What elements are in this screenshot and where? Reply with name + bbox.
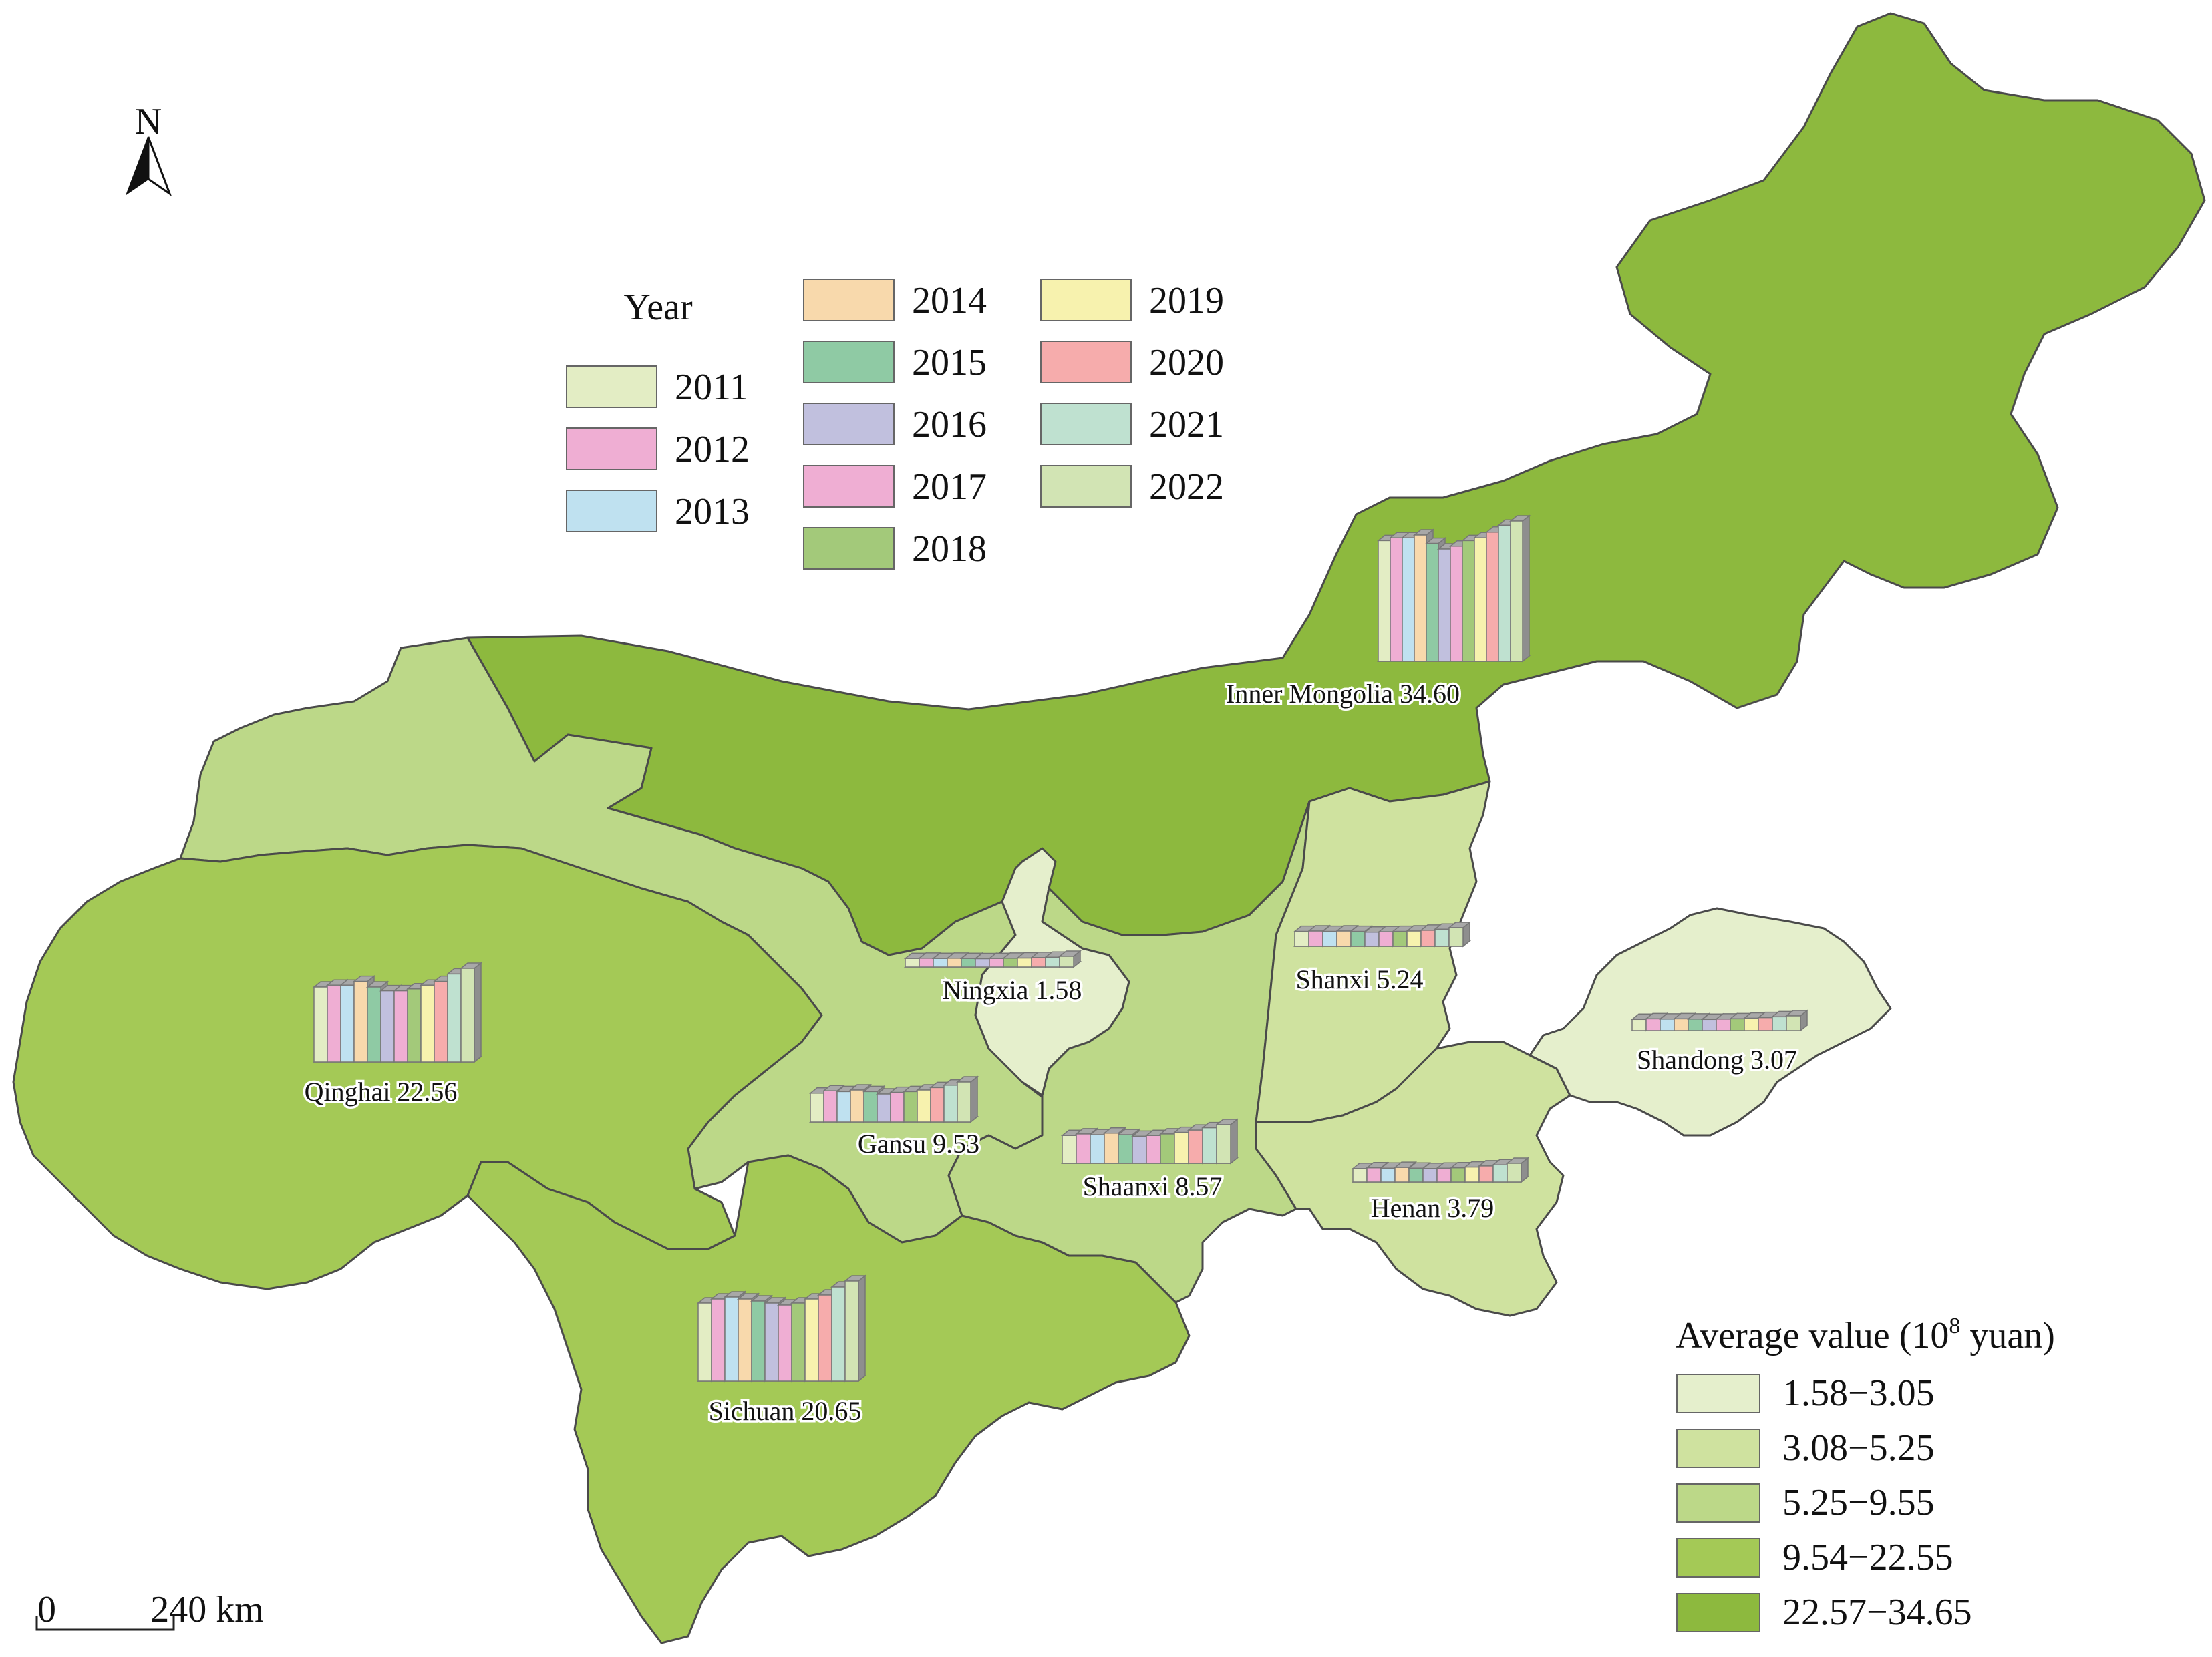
- year-label-2019: 2019: [1149, 280, 1224, 321]
- value-range-label-2: 5.25−9.55: [1782, 1482, 1935, 1523]
- bar-inner-mongolia-2022: [1509, 514, 1531, 663]
- bar-chart-shanxi: [1293, 921, 1472, 948]
- year-swatch-2012: [566, 427, 657, 470]
- value-legend-title-main: Average value (10: [1676, 1315, 1949, 1356]
- bar-chart-qinghai: [312, 962, 483, 1063]
- year-label-2022: 2022: [1149, 466, 1224, 508]
- year-swatch-2014: [803, 279, 895, 321]
- label-shanxi: Shanxi 5.24: [1295, 964, 1423, 994]
- year-swatch-2019: [1040, 279, 1132, 321]
- year-label-2021: 2021: [1149, 404, 1224, 445]
- region-label-layer: Inner Mongolia 34.60 Qinghai 22.56 Sichu…: [302, 677, 1799, 1429]
- year-label-2014: 2014: [912, 280, 987, 321]
- value-swatch-2: [1676, 1483, 1760, 1523]
- year-label-2020: 2020: [1149, 342, 1224, 383]
- province-sichuan: [466, 1154, 1191, 1644]
- value-range-label-1: 3.08−5.25: [1782, 1427, 1935, 1469]
- bar-sichuan-2022: [843, 1274, 867, 1383]
- label-gansu: Gansu 9.53: [858, 1129, 979, 1159]
- year-swatch-2017: [803, 465, 895, 508]
- scale-start: 0: [37, 1589, 56, 1630]
- bar-gansu-2022: [955, 1075, 979, 1123]
- bar-chart-shaanxi: [1060, 1118, 1239, 1165]
- year-legend: Year 2011 2012 2013 2014 2015 2016 2017 2018 201…: [566, 279, 1224, 570]
- value-range-label-3: 9.54−22.55: [1782, 1537, 1953, 1578]
- year-swatch-2022: [1040, 465, 1132, 508]
- label-qinghai: Qinghai 22.56: [305, 1077, 458, 1107]
- value-range-label-0: 1.58−3.05: [1782, 1372, 1935, 1414]
- label-shandong: Shandong 3.07: [1637, 1045, 1797, 1075]
- value-range-label-4: 22.57−34.65: [1782, 1592, 1972, 1633]
- year-label-2016: 2016: [912, 404, 987, 445]
- year-swatch-2011: [566, 365, 657, 408]
- bar-shaanxi-2022: [1215, 1118, 1239, 1165]
- year-label-2011: 2011: [675, 367, 748, 408]
- bar-qinghai-2022: [459, 962, 483, 1063]
- year-legend-title: Year: [623, 287, 693, 328]
- year-swatch-2021: [1040, 403, 1132, 445]
- year-label-2015: 2015: [912, 342, 987, 383]
- value-legend-title-sup: 8: [1949, 1314, 1960, 1338]
- label-inner-mongolia: Inner Mongolia 34.60: [1226, 679, 1460, 709]
- label-ningxia: Ningxia 1.58: [943, 975, 1082, 1005]
- value-swatch-0: [1676, 1374, 1760, 1413]
- province-shanxi: [1255, 780, 1491, 1123]
- bar-chart-ningxia: [903, 950, 1082, 968]
- label-sichuan: Sichuan 20.65: [709, 1396, 862, 1426]
- year-swatch-2018: [803, 527, 895, 570]
- scale-end: 240 km: [150, 1589, 264, 1630]
- bar-chart-henan: [1351, 1157, 1530, 1183]
- year-label-2013: 2013: [675, 491, 750, 532]
- bar-shanxi-2022: [1447, 921, 1472, 948]
- bar-ningxia-2022: [1058, 950, 1082, 968]
- north-arrow-icon: N: [125, 101, 172, 196]
- value-legend-title: Average value (108 yuan): [1676, 1314, 2055, 1356]
- bar-henan-2022: [1505, 1157, 1530, 1183]
- year-label-2012: 2012: [675, 429, 750, 470]
- label-henan: Henan 3.79: [1371, 1193, 1494, 1223]
- label-shaanxi: Shaanxi 8.57: [1083, 1171, 1223, 1202]
- year-swatch-2020: [1040, 341, 1132, 383]
- year-swatch-2013: [566, 490, 657, 532]
- scale-bar: 0 240 km: [35, 1589, 264, 1631]
- bar-shanxi-2015: [1349, 925, 1374, 948]
- bar-chart-inner-mongolia: [1376, 514, 1531, 663]
- value-swatch-3: [1676, 1538, 1760, 1578]
- value-swatch-1: [1676, 1429, 1760, 1468]
- year-label-2017: 2017: [912, 466, 987, 508]
- year-swatch-2016: [803, 403, 895, 445]
- year-swatch-2015: [803, 341, 895, 383]
- bar-shandong-2022: [1784, 1009, 1809, 1032]
- value-legend-title-end: yuan): [1960, 1315, 2055, 1356]
- value-legend: Average value (108 yuan) 1.58−3.05 3.08−5…: [1676, 1314, 2055, 1633]
- bar-chart-sichuan: [696, 1274, 867, 1383]
- bar-chart-shandong: [1630, 1009, 1809, 1032]
- province-qinghai: [12, 844, 823, 1290]
- bar-chart-layer: [312, 514, 1809, 1383]
- year-label-2018: 2018: [912, 528, 987, 570]
- bar-chart-gansu: [808, 1075, 979, 1123]
- north-label: N: [135, 101, 162, 142]
- value-swatch-4: [1676, 1593, 1760, 1632]
